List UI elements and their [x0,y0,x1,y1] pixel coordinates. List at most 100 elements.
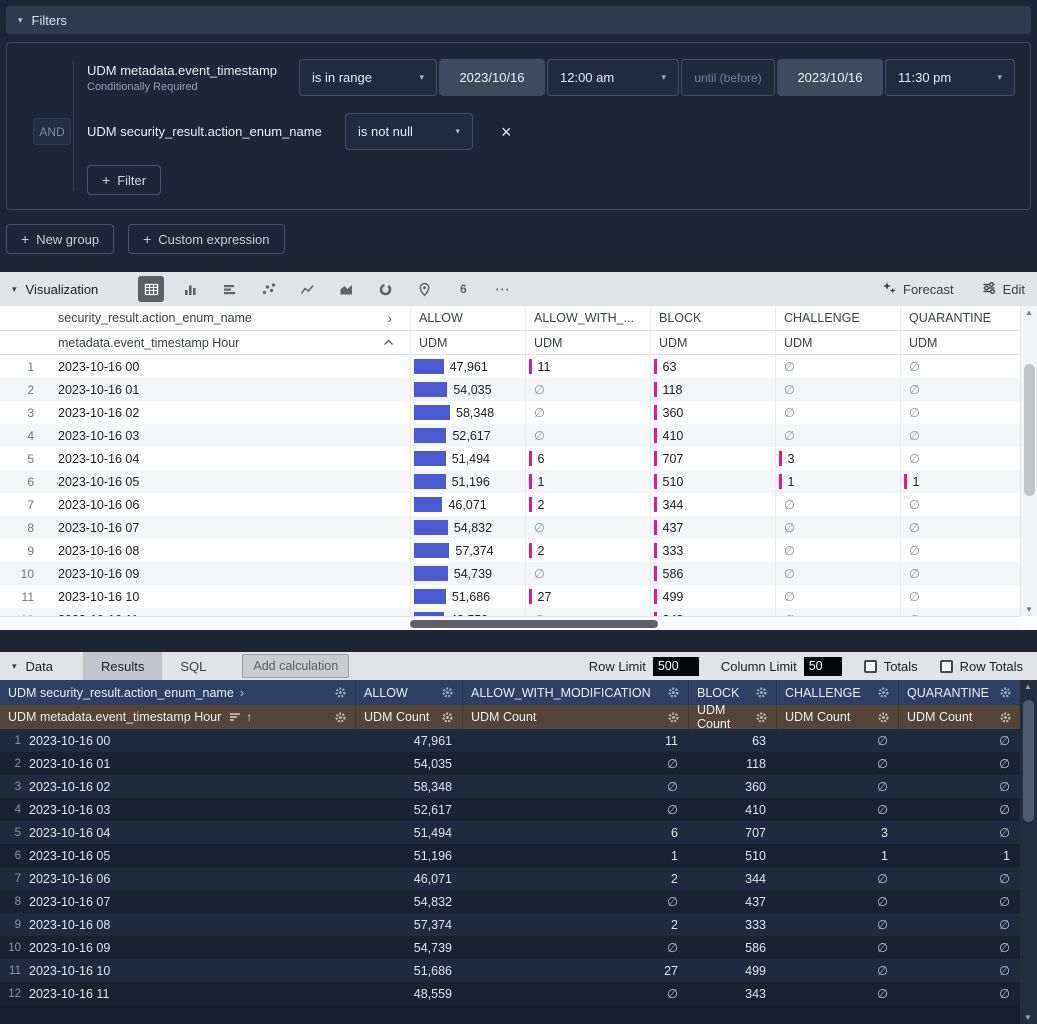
dimension-value[interactable]: 2023-10-16 07 [29,894,111,909]
data-cell[interactable]: 46,071 [413,871,452,886]
forecast-button[interactable]: Forecast [882,281,954,298]
viz-cell[interactable]: 437 [650,516,775,539]
viz-pivot-field-header[interactable]: security_result.action_enum_name › [45,306,410,330]
viz-cell[interactable]: 499 [650,585,775,608]
viz-cell[interactable]: ∅ [900,378,1020,401]
data-cell[interactable]: ∅ [999,757,1010,771]
viz-cell[interactable]: 1 [525,470,650,493]
dimension-value[interactable]: 2023-10-16 02 [58,405,140,420]
data-cell[interactable]: ∅ [877,780,888,794]
tab-results[interactable]: Results [83,652,163,680]
and-operator-badge[interactable]: AND [33,118,71,145]
dimension-value[interactable]: 2023-10-16 05 [29,848,111,863]
viz-cell[interactable]: ∅ [525,378,650,401]
viz-cell[interactable]: ∅ [900,355,1020,378]
viz-cell[interactable]: 586 [650,562,775,585]
data-cell[interactable]: 51,196 [413,848,452,863]
viz-measure-header[interactable]: UDM [525,331,650,354]
data-cell[interactable]: 52,617 [413,802,452,817]
totals-checkbox[interactable] [863,659,877,673]
data-cell[interactable]: ∅ [999,918,1010,932]
data-cell[interactable]: 510 [745,848,766,863]
viz-cell[interactable]: 410 [650,424,775,447]
data-cell[interactable]: 47,961 [413,733,452,748]
dimension-value[interactable]: 2023-10-16 06 [29,871,111,886]
viz-cell[interactable]: ∅ [900,516,1020,539]
dimension-value[interactable]: 2023-10-16 00 [58,359,140,374]
viz-cell[interactable]: 27 [525,585,650,608]
viz-cell[interactable]: 46,071 [410,493,525,516]
filters-section-header[interactable]: ▾ Filters [6,6,1031,34]
scrollbar-thumb[interactable] [410,620,658,628]
data-cell[interactable]: 57,374 [413,917,452,932]
data-cell[interactable]: 11 [665,733,678,748]
dimension-value[interactable]: 2023-10-16 09 [29,940,111,955]
viz-cell[interactable]: 360 [650,401,775,424]
dimension-value[interactable]: 2023-10-16 08 [29,917,111,932]
data-cell[interactable]: ∅ [877,803,888,817]
viz-cell[interactable]: ∅ [775,493,900,516]
viz-cell[interactable]: ∅ [525,424,650,447]
scroll-up-icon[interactable]: ▲ [1024,682,1032,691]
data-measure-header[interactable]: UDM Count [355,705,462,729]
table-chart-icon[interactable] [138,276,165,302]
dimension-value[interactable]: 2023-10-16 11 [29,986,110,1001]
new-group-button[interactable]: + New group [6,224,115,254]
data-cell[interactable]: 27 [664,963,678,978]
viz-measure-header[interactable]: UDM [775,331,900,354]
viz-cell[interactable]: ∅ [525,401,650,424]
gear-icon[interactable] [999,711,1012,724]
data-pivot-header[interactable]: CHALLENGE [776,680,898,705]
viz-cell[interactable]: 1 [900,470,1020,493]
viz-cell[interactable]: 3 [775,447,900,470]
viz-cell[interactable]: 54,832 [410,516,525,539]
data-cell[interactable]: 2 [671,871,678,886]
data-cell[interactable]: ∅ [877,964,888,978]
viz-cell[interactable]: ∅ [900,447,1020,470]
data-measure-header[interactable]: UDM Count [898,705,1020,729]
data-cell[interactable]: ∅ [877,872,888,886]
viz-pivot-header[interactable]: ALLOW [410,306,525,330]
scroll-up-icon[interactable]: ▲ [1025,308,1033,317]
add-filter-button[interactable]: + Filter [87,165,162,195]
dimension-value[interactable]: 2023-10-16 00 [29,733,111,748]
data-cell[interactable]: 344 [745,871,766,886]
viz-cell[interactable]: ∅ [775,608,900,616]
data-cell[interactable]: ∅ [667,803,678,817]
data-cell[interactable]: 707 [745,825,766,840]
scroll-down-icon[interactable]: ▼ [1025,605,1033,614]
column-limit-input[interactable] [803,656,842,676]
data-cell[interactable]: 54,739 [413,940,452,955]
viz-pivot-header[interactable]: BLOCK [650,306,775,330]
end-time-select[interactable]: 11:30 pm ▾ [885,59,1015,96]
data-cell[interactable]: 1 [1003,848,1010,863]
scrollbar-thumb[interactable] [1023,700,1034,822]
data-pivot-header[interactable]: ALLOW [355,680,462,705]
gear-icon[interactable] [441,686,454,699]
data-pivot-header[interactable]: QUARANTINE [898,680,1020,705]
sort-ascending-icon[interactable]: ↑ [246,710,253,724]
data-measure-header[interactable]: UDM Count [776,705,898,729]
viz-cell[interactable]: 47,961 [410,355,525,378]
gear-icon[interactable] [877,711,890,724]
viz-cell[interactable]: 6 [525,447,650,470]
dimension-value[interactable]: 2023-10-16 10 [29,963,111,978]
dimension-value[interactable]: 2023-10-16 01 [58,382,140,397]
data-cell[interactable]: 58,348 [413,779,452,794]
data-cell[interactable]: ∅ [877,918,888,932]
data-cell[interactable]: 54,035 [413,756,452,771]
viz-cell[interactable]: 2 [525,493,650,516]
gear-icon[interactable] [755,686,768,699]
end-date-input[interactable]: 2023/10/16 [777,59,883,96]
data-cell[interactable]: ∅ [999,987,1010,1001]
area-chart-icon[interactable] [333,276,359,302]
single-value-icon[interactable]: 6 [459,282,467,296]
viz-horizontal-scrollbar[interactable] [0,616,1020,630]
viz-cell[interactable]: ∅ [775,378,900,401]
column-chart-icon[interactable] [177,276,203,302]
viz-cell[interactable]: ∅ [775,562,900,585]
data-cell[interactable]: ∅ [667,757,678,771]
data-measure-header[interactable]: UDM Count [688,705,776,729]
data-cell[interactable]: ∅ [667,895,678,909]
data-pivot-header[interactable]: BLOCK [688,680,776,705]
